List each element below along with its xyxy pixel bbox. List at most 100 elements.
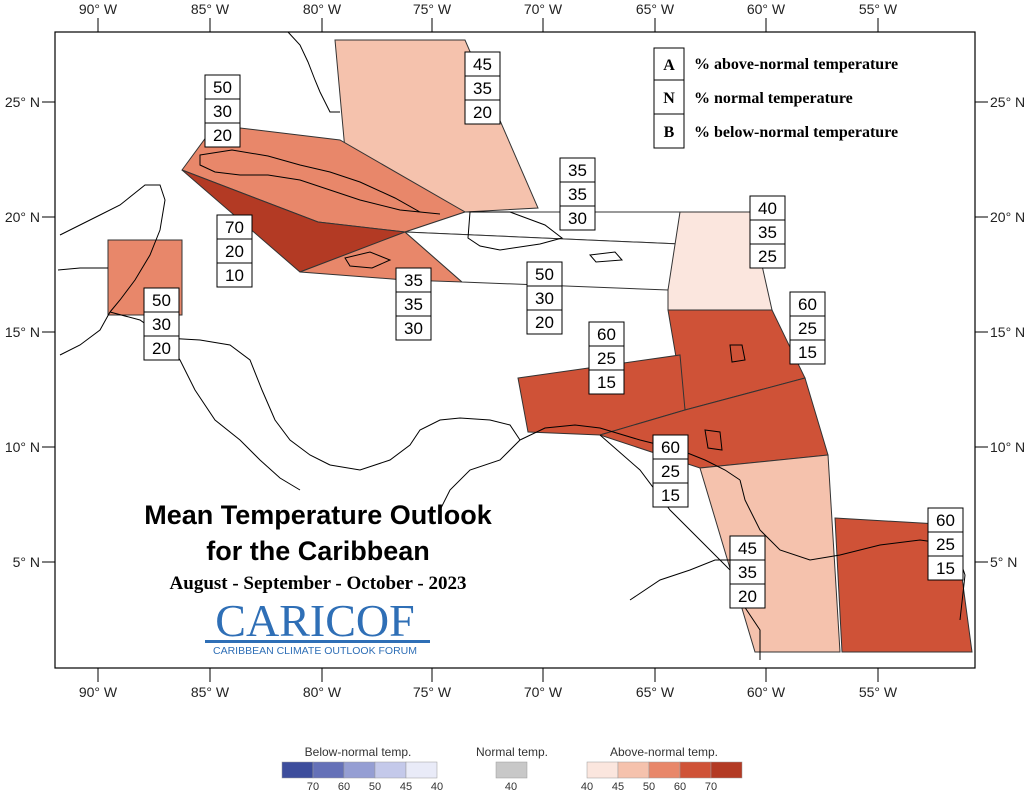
probability-value: 10 xyxy=(225,266,244,285)
probability-value: 45 xyxy=(738,539,757,558)
probability-cell xyxy=(526,309,563,335)
probability-boxes: 4535205030203535307020104035255030203535… xyxy=(143,51,964,609)
lon-label: 80° W xyxy=(303,684,342,700)
probability-key: A N B % above-normal temperature % norma… xyxy=(653,47,898,149)
probability-cell xyxy=(729,583,766,609)
map-title: Mean Temperature Outlook for the Caribbe… xyxy=(144,500,493,594)
probability-value: 35 xyxy=(473,79,492,98)
below-normal-swatch xyxy=(312,761,345,779)
probability-box: 35 35 30 xyxy=(395,267,432,341)
probability-value: 50 xyxy=(213,78,232,97)
probability-cell xyxy=(652,434,689,460)
scale-tick: 45 xyxy=(612,781,624,791)
probability-value: 60 xyxy=(936,511,955,530)
lat-label: 15° N xyxy=(5,324,40,340)
probability-box: 60 25 15 xyxy=(588,321,625,395)
key-box-a xyxy=(653,47,685,81)
probability-value: 40 xyxy=(758,199,777,218)
probability-box: 50 30 20 xyxy=(204,74,241,148)
key-text: % normal temperature xyxy=(694,90,853,107)
probability-value: 15 xyxy=(661,486,680,505)
probability-cell xyxy=(464,99,501,125)
lon-label: 70° W xyxy=(524,684,563,700)
below-normal-label: Below-normal temp. xyxy=(305,745,412,759)
probability-value: 25 xyxy=(936,535,955,554)
logo-tagline: CARIBBEAN CLIMATE OUTLOOK FORUM xyxy=(213,645,417,657)
probability-cell xyxy=(395,267,432,293)
probability-value: 20 xyxy=(473,103,492,122)
forecast-regions xyxy=(107,39,973,653)
probability-cell xyxy=(927,507,964,533)
key-text: % below-normal temperature xyxy=(694,124,898,141)
above-normal-swatch xyxy=(617,761,650,779)
probability-cell xyxy=(216,262,253,288)
probability-cell xyxy=(789,315,826,341)
lat-label: 25° N xyxy=(5,94,40,110)
scale-tick: 60 xyxy=(338,781,350,791)
probability-value: 25 xyxy=(758,247,777,266)
lon-label: 75° W xyxy=(413,1,452,17)
probability-value: 15 xyxy=(597,373,616,392)
lat-label: 10° N xyxy=(990,439,1025,455)
period-subtitle: August - September - October - 2023 xyxy=(170,573,467,594)
probability-value: 20 xyxy=(738,587,757,606)
probability-value: 25 xyxy=(798,319,817,338)
probability-box: 50 30 20 xyxy=(143,287,180,361)
probability-cell xyxy=(749,243,786,269)
lat-label: 5° N xyxy=(13,554,40,570)
key-letter: B xyxy=(664,124,675,141)
probability-cell xyxy=(749,195,786,221)
probability-cell xyxy=(204,74,241,100)
probability-cell xyxy=(143,287,180,313)
probability-value: 15 xyxy=(936,559,955,578)
probability-value: 50 xyxy=(535,265,554,284)
probability-cell xyxy=(652,482,689,508)
lon-label: 60° W xyxy=(747,684,786,700)
probability-cell xyxy=(749,219,786,245)
probability-box: 50 30 20 xyxy=(526,261,563,335)
lat-label: 25° N xyxy=(990,94,1025,110)
probability-cell xyxy=(927,555,964,581)
probability-box: 60 25 15 xyxy=(927,507,964,581)
lat-label: 20° N xyxy=(990,209,1025,225)
probability-value: 60 xyxy=(661,438,680,457)
lon-label: 70° W xyxy=(524,1,563,17)
probability-value: 25 xyxy=(597,349,616,368)
lon-labels-bottom: 90° W 85° W 80° W 75° W 70° W 65° W 60° … xyxy=(79,684,898,700)
probability-value: 30 xyxy=(152,315,171,334)
lat-label: 10° N xyxy=(5,439,40,455)
probability-value: 35 xyxy=(758,223,777,242)
probability-box: 60 25 15 xyxy=(652,434,689,508)
above-normal-swatch xyxy=(679,761,712,779)
scale-tick: 50 xyxy=(369,781,381,791)
lon-labels-top: 90° W 85° W 80° W 75° W 70° W 65° W 60° … xyxy=(79,1,898,17)
key-text: % above-normal temperature xyxy=(694,56,898,73)
key-box-b xyxy=(653,113,685,149)
scale-tick: 45 xyxy=(400,781,412,791)
probability-value: 20 xyxy=(152,339,171,358)
probability-cell xyxy=(559,157,596,183)
probability-value: 45 xyxy=(473,55,492,74)
normal-label: Normal temp. xyxy=(476,745,548,759)
probability-cell xyxy=(204,122,241,148)
lat-label: 15° N xyxy=(990,324,1025,340)
below-normal-swatch xyxy=(405,761,438,779)
probability-value: 35 xyxy=(568,161,587,180)
probability-value: 25 xyxy=(661,462,680,481)
lon-label: 55° W xyxy=(859,1,898,17)
lat-labels-right: 25° N 20° N 15° N 10° N 5° N xyxy=(990,94,1025,570)
probability-value: 60 xyxy=(798,295,817,314)
probability-value: 35 xyxy=(404,295,423,314)
scale-ticks: 70 60 50 45 40 40 40 45 50 60 70 xyxy=(307,781,717,791)
scale-tick: 40 xyxy=(581,781,593,791)
axis-ticks xyxy=(42,18,988,682)
lon-label: 65° W xyxy=(636,684,675,700)
probability-value: 15 xyxy=(798,343,817,362)
lat-label: 5° N xyxy=(990,554,1017,570)
probability-cell xyxy=(464,51,501,77)
above-normal-swatch xyxy=(710,761,743,779)
probability-value: 20 xyxy=(225,242,244,261)
probability-value: 30 xyxy=(568,209,587,228)
probability-value: 20 xyxy=(213,126,232,145)
